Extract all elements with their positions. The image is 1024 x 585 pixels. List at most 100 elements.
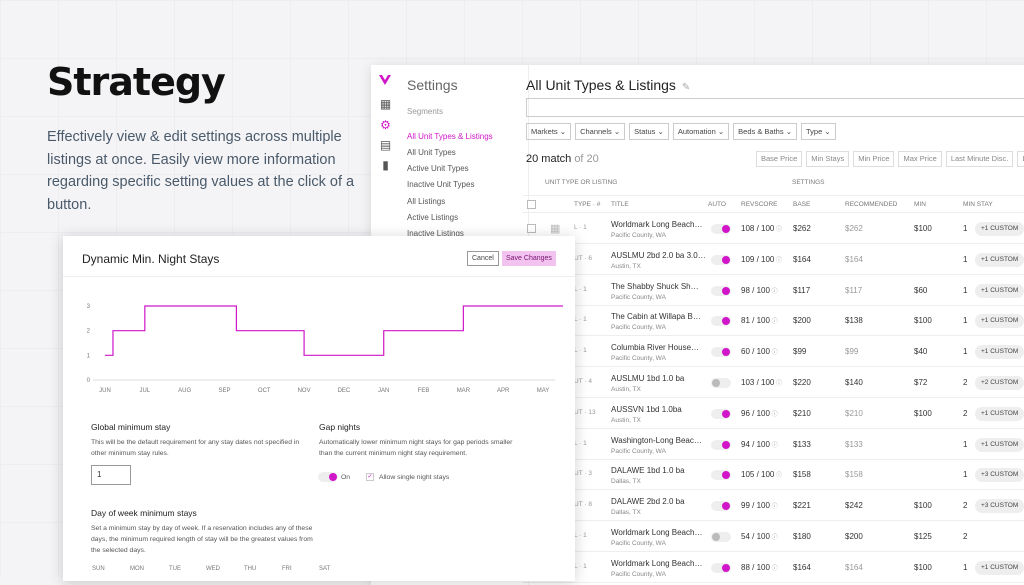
row-minstay[interactable]: 1 xyxy=(963,224,967,233)
save-changes-button[interactable]: Save Changes xyxy=(502,251,556,266)
custom-badge[interactable]: +3 CUSTOM xyxy=(975,499,1024,513)
auto-toggle[interactable] xyxy=(711,532,731,542)
row-title[interactable]: The Shabby Shuck Sh… xyxy=(611,282,699,291)
info-icon[interactable]: ⓘ xyxy=(770,504,778,510)
auto-toggle[interactable] xyxy=(711,409,731,419)
row-minstay[interactable]: 1 xyxy=(963,347,967,356)
row-minstay[interactable]: 2 xyxy=(963,378,967,387)
column-last-minute-disc[interactable]: Last Minute Disc. xyxy=(946,151,1014,167)
auto-toggle[interactable] xyxy=(711,501,731,511)
info-icon[interactable]: ⓘ xyxy=(770,535,778,541)
row-title[interactable]: AUSLMU 1bd 1.0 ba xyxy=(611,374,684,383)
row-minstay[interactable]: 1 xyxy=(963,440,967,449)
segment-active-unit-types[interactable]: Active Unit Types xyxy=(407,164,469,173)
row-title[interactable]: DALAWE 2bd 2.0 ba xyxy=(611,497,685,506)
row-title[interactable]: Columbia River House… xyxy=(611,343,699,352)
custom-badge[interactable]: +1 CUSTOM xyxy=(975,284,1024,298)
row-minstay[interactable]: 1 xyxy=(963,286,967,295)
global-min-stay-input[interactable]: 1 xyxy=(91,465,131,485)
th-type[interactable]: TYPE · # xyxy=(574,201,600,208)
auto-toggle[interactable] xyxy=(711,255,731,265)
row-base[interactable]: $164 xyxy=(793,255,811,264)
custom-badge[interactable]: +2 CUSTOM xyxy=(975,376,1024,390)
row-min[interactable]: $72 xyxy=(914,378,927,387)
cancel-button[interactable]: Cancel xyxy=(467,251,499,266)
row-minstay[interactable]: 2 xyxy=(963,532,967,541)
row-base[interactable]: $262 xyxy=(793,224,811,233)
custom-badge[interactable]: +1 CUSTOM xyxy=(975,438,1024,452)
row-title[interactable]: Worldmark Long Beach… xyxy=(611,559,702,568)
auto-toggle[interactable] xyxy=(711,470,731,480)
row-base[interactable]: $99 xyxy=(793,347,806,356)
row-title[interactable]: AUSLMU 2bd 2.0 ba 3.0… xyxy=(611,251,706,260)
search-input[interactable] xyxy=(526,98,1024,117)
th-recommended[interactable]: RECOMMENDED xyxy=(845,201,897,208)
gap-nights-toggle[interactable] xyxy=(318,472,338,482)
custom-badge[interactable]: +1 CUSTOM xyxy=(975,345,1024,359)
filter-type[interactable]: Type ⌄ xyxy=(801,123,836,140)
custom-badge[interactable]: +1 CUSTOM xyxy=(975,253,1024,267)
row-base[interactable]: $158 xyxy=(793,470,811,479)
th-auto[interactable]: AUTO xyxy=(708,201,726,208)
row-min[interactable]: $100 xyxy=(914,563,932,572)
row-min[interactable]: $100 xyxy=(914,501,932,510)
custom-badge[interactable]: +1 CUSTOM xyxy=(975,222,1024,236)
gear-icon[interactable]: ⚙ xyxy=(379,119,392,132)
info-icon[interactable]: ⓘ xyxy=(774,258,782,264)
info-icon[interactable]: ⓘ xyxy=(770,566,778,572)
custom-badge[interactable]: +1 CUSTOM xyxy=(975,561,1024,575)
grid-icon[interactable]: ▦ xyxy=(379,98,392,111)
th-revscore[interactable]: REVSCORE xyxy=(741,201,777,208)
allow-single-night-checkbox[interactable]: ✓ xyxy=(366,473,374,481)
calendar-icon[interactable]: ▤ xyxy=(379,139,392,152)
info-icon[interactable]: ⓘ xyxy=(770,319,778,325)
segment-active-listings[interactable]: Active Listings xyxy=(407,213,458,222)
row-title[interactable]: AUSSVN 1bd 1.0ba xyxy=(611,405,682,414)
info-icon[interactable]: ⓘ xyxy=(770,412,778,418)
filter-beds-baths[interactable]: Beds & Baths ⌄ xyxy=(733,123,797,140)
row-title[interactable]: The Cabin at Willapa B… xyxy=(611,312,701,321)
info-icon[interactable]: ⓘ xyxy=(774,381,782,387)
bar-chart-icon[interactable]: ▮ xyxy=(379,159,392,172)
auto-toggle[interactable] xyxy=(711,316,731,326)
row-base[interactable]: $210 xyxy=(793,409,811,418)
row-min[interactable]: $40 xyxy=(914,347,927,356)
row-base[interactable]: $200 xyxy=(793,316,811,325)
auto-toggle[interactable] xyxy=(711,347,731,357)
column-base-price[interactable]: Base Price xyxy=(756,151,802,167)
custom-badge[interactable]: +1 CUSTOM xyxy=(975,407,1024,421)
th-title[interactable]: TITLE xyxy=(611,201,629,208)
info-icon[interactable]: ⓘ xyxy=(770,289,778,295)
info-icon[interactable]: ⓘ xyxy=(774,473,782,479)
row-minstay[interactable]: 1 xyxy=(963,470,967,479)
custom-badge[interactable]: +1 CUSTOM xyxy=(975,314,1024,328)
row-minstay[interactable]: 2 xyxy=(963,501,967,510)
th-minstay[interactable]: MIN STAY xyxy=(963,201,993,208)
column-more[interactable]: L xyxy=(1017,151,1024,167)
segment-all-unit-types[interactable]: All Unit Types xyxy=(407,148,456,157)
filter-status[interactable]: Status ⌄ xyxy=(629,123,669,140)
row-minstay[interactable]: 1 xyxy=(963,316,967,325)
row-base[interactable]: $220 xyxy=(793,378,811,387)
row-min[interactable]: $60 xyxy=(914,286,927,295)
row-base[interactable]: $180 xyxy=(793,532,811,541)
auto-toggle[interactable] xyxy=(711,224,731,234)
column-min-stays[interactable]: Min Stays xyxy=(806,151,849,167)
column-max-price[interactable]: Max Price xyxy=(898,151,941,167)
auto-toggle[interactable] xyxy=(711,378,731,388)
row-title[interactable]: Worldmark Long Beach… xyxy=(611,528,702,537)
segment-all-unit-types-listings[interactable]: All Unit Types & Listings xyxy=(407,132,493,141)
row-min[interactable]: $100 xyxy=(914,316,932,325)
filter-markets[interactable]: Markets ⌄ xyxy=(526,123,571,140)
auto-toggle[interactable] xyxy=(711,440,731,450)
